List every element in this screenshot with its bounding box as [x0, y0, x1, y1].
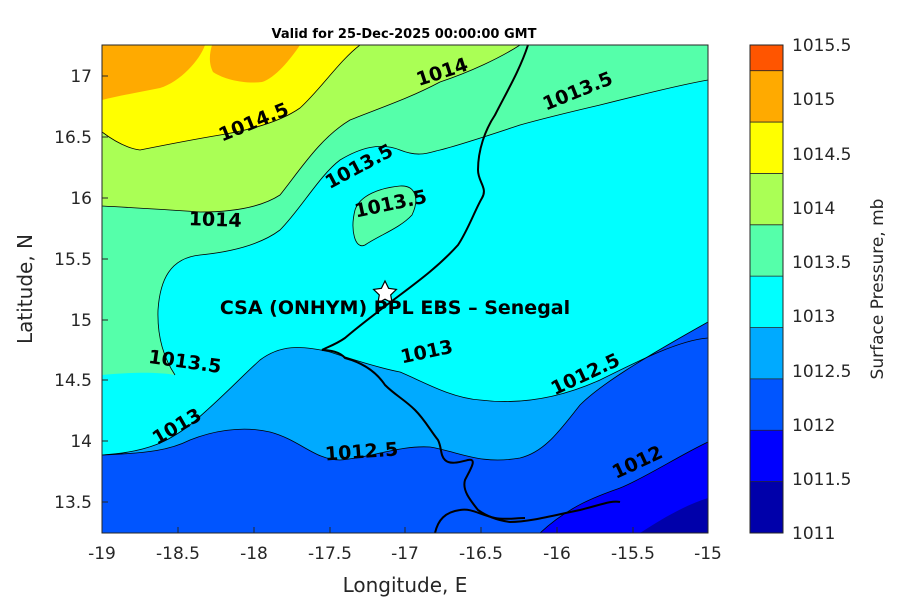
colorbar-tick-label: 1013.5 — [792, 253, 851, 273]
contour-lines — [102, 45, 708, 533]
band-1011-1011_5 — [640, 498, 708, 533]
colorbar-band — [750, 122, 783, 174]
x-tick-label: -15 — [694, 544, 722, 564]
y-axis-title: Latitude, N — [13, 234, 37, 344]
colorbar-ticks — [750, 44, 783, 483]
colorbar-band — [750, 276, 783, 328]
colorbar-band — [750, 224, 783, 277]
y-tick-label: 15.5 — [54, 250, 92, 270]
senegal-river-border — [321, 45, 529, 351]
contour-line-1014 — [102, 45, 521, 213]
colorbar-band — [750, 481, 783, 533]
y-tick-label: 16 — [70, 189, 92, 209]
x-tick-label: -18.5 — [156, 544, 200, 564]
coastline-gambia — [434, 508, 526, 533]
colorbar-band — [750, 45, 783, 71]
x-tick-label: -16 — [543, 544, 571, 564]
colorbar-tick-label: 1015 — [792, 90, 835, 110]
contour-line-1013_5 — [157, 79, 708, 376]
colorbar-bands — [750, 45, 783, 533]
band-1013_5-island — [353, 185, 416, 246]
colorbar-tick-label: 1011 — [792, 524, 835, 544]
colorbar-tick-label: 1013 — [792, 307, 835, 327]
y-tick-label: 14 — [70, 432, 92, 452]
colorbar-tick-label: 1012.5 — [792, 362, 851, 382]
y-tick-label: 14.5 — [54, 371, 92, 391]
colorbar-band — [750, 430, 783, 482]
coastline-layer — [321, 45, 621, 533]
site-label: CSA (ONHYM) PPL EBS – Senegal — [220, 297, 570, 319]
colorbar-tick-label: 1015.5 — [792, 36, 851, 56]
x-tick-label: -17 — [391, 544, 419, 564]
map-title: Valid for 25-Dec-2025 00:00:00 GMT — [272, 27, 537, 42]
x-tick-label: -15.5 — [611, 544, 655, 564]
contour-line-1014_5 — [102, 45, 361, 151]
y-tick-label: 16.5 — [54, 128, 92, 148]
y-tick-label: 15 — [70, 311, 92, 331]
contour-label: 1014 — [188, 208, 242, 232]
colorbar-tick-label: 1011.5 — [792, 470, 851, 490]
band-1012-1012_5 — [102, 322, 708, 533]
star-icon — [372, 279, 398, 304]
colorbar-title: Surface Pressure, mb — [868, 199, 888, 380]
x-tick-label: -17.5 — [308, 544, 352, 564]
contour-line-island — [352, 185, 417, 247]
contour-line-1012_5 — [102, 321, 708, 461]
contour-label: 1012.5 — [324, 438, 399, 465]
colorbar-tick-label: 1012 — [792, 416, 835, 436]
colorbar-band — [750, 378, 783, 431]
contour-line-1013 — [102, 337, 708, 456]
colorbar-tick-label: 1014 — [792, 199, 835, 219]
x-tick-label: -19 — [88, 544, 116, 564]
band-1013-islet — [630, 127, 672, 140]
colorbar: 1015.5 1015 1014.5 1014 1013.5 1013 1012… — [749, 36, 888, 544]
x-tick-label: -16.5 — [459, 544, 503, 564]
band-1015-1015_5-a — [102, 45, 205, 100]
band-1015-1015_5-b — [209, 45, 300, 83]
site-marker: CSA (ONHYM) PPL EBS – Senegal — [220, 279, 570, 319]
colorbar-band — [750, 173, 783, 225]
y-tick-label: 13.5 — [54, 493, 92, 513]
coastline-dakar — [321, 349, 621, 524]
x-axis: -19 -18.5 -18 -17.5 -17 -16.5 -16 -15.5 … — [88, 527, 722, 597]
x-tick-label: -18 — [240, 544, 268, 564]
colorbar-band — [750, 70, 783, 123]
y-axis: 17 16.5 16 15.5 15 14.5 14 13.5 Latitude… — [13, 67, 108, 513]
y-tick-label: 17 — [70, 67, 92, 87]
colorbar-band — [750, 327, 783, 379]
colorbar-tick-label: 1014.5 — [792, 145, 851, 165]
x-axis-title: Longitude, E — [343, 573, 468, 597]
